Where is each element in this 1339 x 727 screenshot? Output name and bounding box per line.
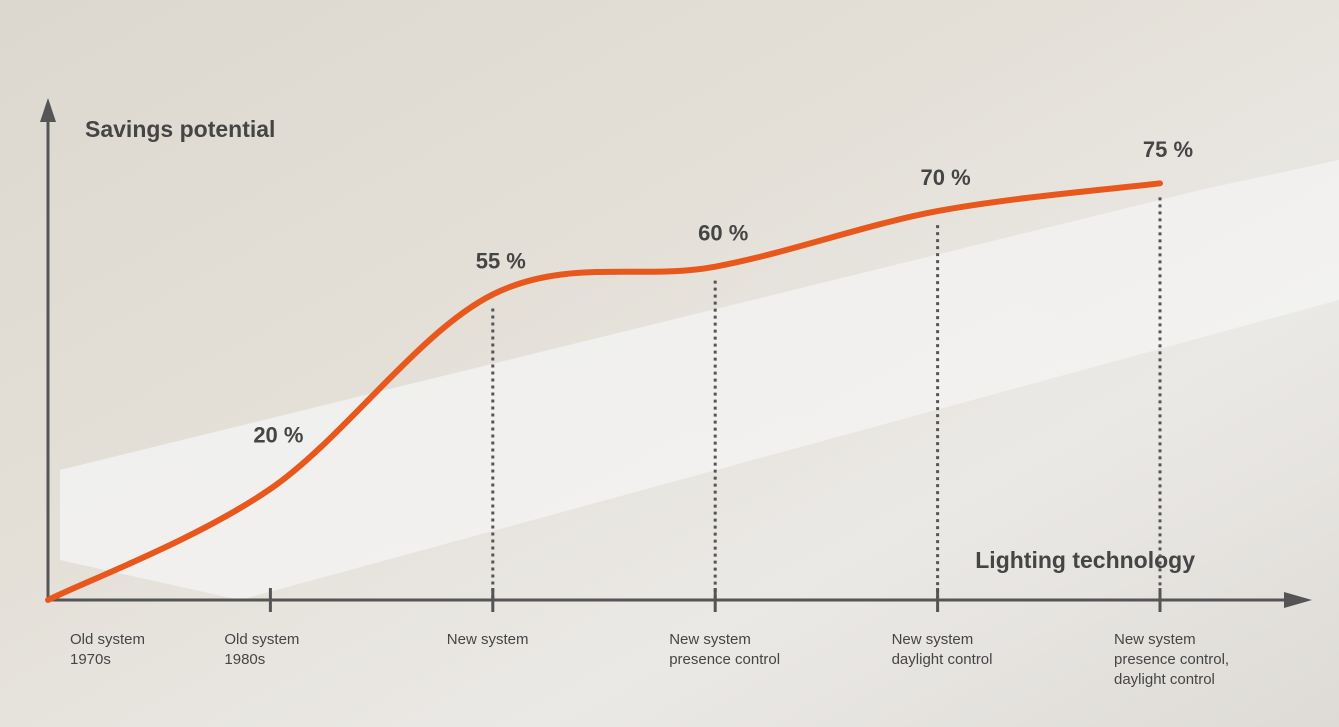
x-tick-label: presence control — [669, 651, 780, 668]
value-label: 60 % — [698, 220, 748, 245]
savings-curve — [45, 180, 1163, 603]
x-tick-label: Old system — [70, 631, 145, 648]
y-axis-title: Savings potential — [85, 116, 275, 142]
x-arrow — [1284, 592, 1312, 608]
x-tick-label: presence control, — [1114, 651, 1229, 668]
x-axis-title: Lighting technology — [975, 547, 1195, 573]
x-tick-label: New system — [447, 631, 529, 648]
x-tick-label: New system — [892, 631, 974, 648]
x-tick-label: 1980s — [224, 651, 265, 668]
axes — [40, 98, 1312, 608]
background-light — [60, 160, 1339, 600]
value-label: 75 % — [1143, 137, 1193, 162]
x-tick-label: New system — [1114, 631, 1196, 648]
x-tick-label: Old system — [224, 631, 299, 648]
value-label: 70 % — [921, 165, 971, 190]
x-tick-label: 1970s — [70, 651, 111, 668]
x-tick-label: New system — [669, 631, 751, 648]
value-label: 20 % — [253, 423, 303, 448]
y-arrow — [40, 98, 56, 122]
x-tick-label: daylight control — [892, 651, 993, 668]
x-tick-label: daylight control — [1114, 671, 1215, 688]
value-label: 55 % — [476, 248, 526, 273]
